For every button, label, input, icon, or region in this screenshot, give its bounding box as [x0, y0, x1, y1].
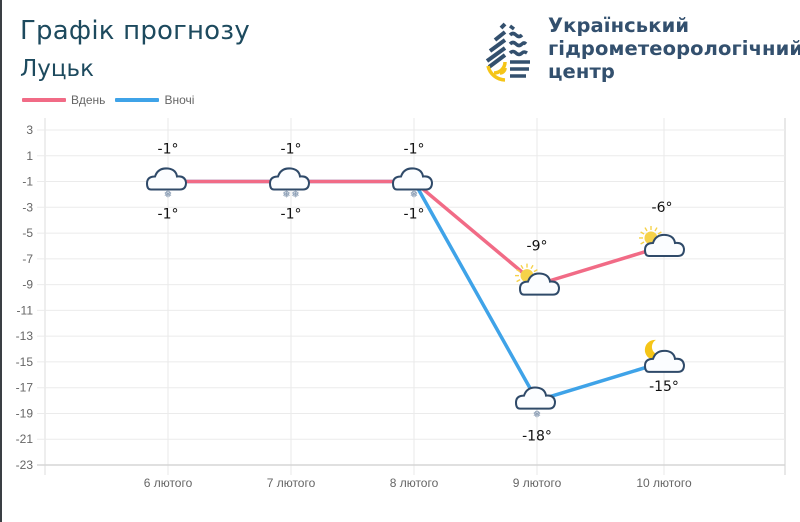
y-tick-label: -17	[16, 381, 34, 395]
point-marker: ❅	[145, 167, 188, 201]
window-left-border	[0, 0, 2, 522]
cloud-icon	[514, 386, 557, 410]
legend-item-night[interactable]: Вночі	[115, 93, 194, 107]
x-tick-label: 7 лютого	[267, 476, 316, 490]
day-temp-label: -1°	[281, 142, 302, 158]
snowflake-icon: ❅	[164, 190, 172, 201]
night-temp-label: -1°	[404, 207, 425, 223]
legend-swatch-night	[115, 98, 160, 102]
y-tick-label: -21	[16, 432, 34, 446]
snowflake-icon: ❅	[533, 410, 541, 421]
y-tick-label: 3	[26, 123, 33, 137]
cloud-icon	[145, 167, 188, 191]
y-tick-label: -19	[16, 406, 34, 420]
day-temp-label: -1°	[404, 142, 425, 158]
day-temp-label: -1°	[158, 142, 179, 158]
organization-name: Український гідрометеорологічний центр	[548, 14, 800, 83]
org-name-line2: гідрометеорологічний	[548, 37, 800, 60]
point-marker	[639, 225, 686, 257]
point-marker: ❅	[514, 386, 557, 421]
legend-label-day: Вдень	[71, 93, 106, 107]
x-tick-label: 9 лютого	[513, 476, 562, 490]
night-temp-label: -18°	[522, 429, 552, 445]
snowflake-icon: ❅	[282, 190, 290, 201]
night-temp-label: -1°	[281, 207, 302, 223]
legend-label-night: Вночі	[164, 93, 195, 107]
y-tick-label: -23	[16, 458, 34, 472]
grid	[37, 118, 786, 475]
y-tick-label: -5	[22, 226, 33, 240]
cloud-icon	[268, 167, 311, 191]
water-drop-logo-icon	[485, 22, 530, 82]
y-tick-label: 1	[26, 149, 33, 163]
point-marker: ❅	[391, 167, 434, 201]
snowflake-icon: ❅	[410, 190, 418, 201]
org-name-line1: Український	[548, 14, 690, 37]
x-tick-label: 8 лютого	[390, 476, 439, 490]
page-title: Графік прогнозу	[20, 16, 250, 46]
x-tick-label: 6 лютого	[144, 476, 193, 490]
y-tick-label: -11	[17, 303, 34, 317]
city-name: Луцьк	[20, 56, 95, 82]
y-tick-label: -7	[22, 252, 33, 266]
night-temp-label: -1°	[158, 207, 179, 223]
org-name-line3: центр	[548, 60, 615, 83]
moon-icon	[644, 339, 664, 360]
point-marker	[643, 339, 686, 373]
snowflake-icon: ❅	[291, 190, 299, 201]
cloud-icon	[643, 233, 686, 257]
point-marker	[515, 263, 561, 296]
y-tick-label: -13	[16, 329, 34, 343]
legend-item-day[interactable]: Вдень	[22, 93, 105, 107]
y-tick-label: -15	[16, 355, 34, 369]
y-tick-label: -9	[22, 278, 33, 292]
cloud-icon	[643, 349, 686, 373]
cloud-icon	[518, 272, 561, 296]
x-tick-label: 10 лютого	[636, 476, 692, 490]
night-temp-label: -15°	[649, 379, 679, 395]
day-temp-label: -6°	[652, 200, 673, 216]
y-tick-label: -3	[22, 200, 33, 214]
point-marker: ❅ ❅	[268, 167, 311, 201]
cloud-icon	[391, 167, 434, 191]
day-temp-label: -9°	[527, 239, 548, 255]
y-tick-label: -1	[22, 175, 33, 189]
chart-legend: Вдень Вночі	[22, 93, 204, 107]
legend-swatch-day	[22, 98, 66, 102]
